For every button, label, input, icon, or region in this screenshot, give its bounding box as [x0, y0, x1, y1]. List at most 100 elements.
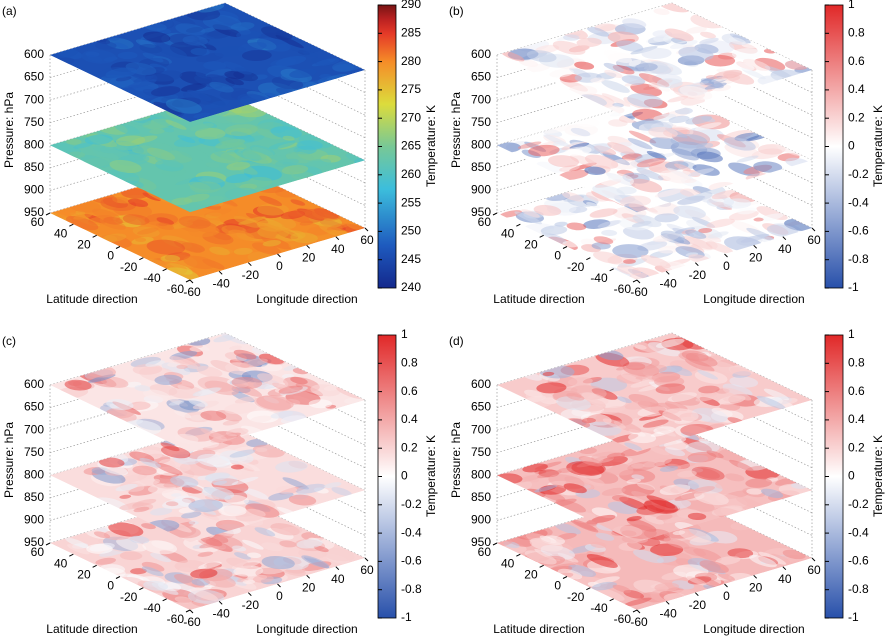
y-tick: [694, 592, 699, 597]
field-blob: [133, 75, 154, 83]
field-blob: [268, 140, 296, 150]
field-blob: [698, 227, 713, 234]
x-tick-label: 60: [31, 215, 45, 229]
field-blob: [529, 537, 563, 552]
field-blob: [177, 146, 209, 161]
field-blob: [687, 512, 707, 520]
field-blob: [128, 198, 149, 208]
field-blob: [756, 395, 786, 410]
field-blob: [655, 383, 686, 394]
field-blob: [169, 356, 199, 370]
field-blob: [711, 407, 733, 417]
field-blob: [326, 222, 351, 231]
z-axis-label: Pressure: hPa: [2, 422, 16, 498]
field-blob: [65, 537, 89, 549]
colorbar-tick-label: -0.8: [848, 582, 869, 596]
field-blob: [332, 64, 355, 72]
field-blob: [699, 37, 719, 45]
field-blob: [109, 159, 142, 174]
x-tick: [69, 223, 74, 227]
field-blob: [317, 75, 340, 83]
y-tick-label: -40: [212, 277, 230, 291]
field-blob: [630, 45, 658, 55]
field-blob: [163, 127, 175, 133]
field-blob: [218, 505, 247, 517]
field-blob: [642, 457, 672, 468]
field-blob: [622, 18, 647, 29]
field-blob: [231, 376, 263, 389]
field-blob: [156, 44, 187, 58]
field-blob: [722, 387, 752, 401]
colorbar-tick-label: 280: [401, 54, 421, 68]
field-blob: [514, 211, 543, 225]
y-tick: [782, 566, 787, 571]
field-blob: [146, 23, 167, 32]
field-blob: [66, 138, 82, 145]
y-tick: [306, 244, 311, 249]
field-blob: [524, 550, 557, 565]
field-blob: [541, 226, 567, 235]
field-blob: [607, 142, 635, 155]
field-blob: [103, 216, 123, 225]
z-tick-label: 750: [24, 445, 44, 459]
field-blob: [585, 154, 619, 169]
field-blob: [149, 128, 165, 135]
field-blob: [554, 522, 581, 535]
field-blob: [189, 123, 215, 132]
field-blob: [187, 89, 212, 101]
x-tick-label: 40: [501, 226, 515, 240]
x-tick-label: -40: [590, 601, 608, 615]
field-blob: [566, 392, 585, 401]
field-blob: [98, 457, 125, 468]
z-tick-label: 750: [471, 115, 491, 129]
field-blob: [612, 584, 632, 593]
field-blob: [226, 557, 252, 569]
field-blob: [304, 208, 333, 220]
y-tick-label: 20: [749, 581, 763, 595]
y-tick: [724, 583, 728, 588]
field-blob: [108, 522, 144, 537]
field-blob: [345, 153, 365, 166]
field-blob: [192, 387, 221, 397]
field-blob: [119, 551, 143, 561]
y-tick: [636, 609, 641, 614]
field-blob: [209, 81, 234, 93]
slice-plane: [497, 333, 812, 452]
y-tick: [364, 557, 369, 562]
y-axis-label: Longitude direction: [256, 622, 357, 636]
field-blob: [150, 552, 172, 563]
colorbar-tick-label: 1: [401, 327, 408, 341]
field-blob: [182, 35, 208, 46]
field-blob: [655, 338, 685, 349]
x-tick: [539, 564, 544, 568]
field-blob: [705, 241, 734, 254]
x-tick: [632, 279, 638, 283]
field-blob: [200, 410, 227, 421]
field-blob: [727, 548, 754, 559]
y-tick: [335, 566, 340, 571]
z-tick-label: 700: [24, 422, 44, 436]
y-tick: [753, 244, 758, 249]
field-blob: [68, 151, 86, 158]
field-blob: [667, 95, 689, 103]
field-blob: [624, 442, 642, 451]
field-blob: [570, 127, 591, 137]
colorbar-tick-label: -1: [401, 610, 412, 624]
colorbar-tick-label: -0.8: [848, 252, 869, 266]
field-blob: [697, 370, 718, 380]
field-blob: [177, 135, 196, 144]
field-blob: [526, 50, 557, 63]
field-blob: [259, 195, 283, 207]
y-tick-label: -40: [212, 607, 230, 621]
field-blob: [275, 460, 308, 473]
field-blob: [290, 199, 306, 206]
field-blob: [234, 552, 251, 560]
field-blob: [160, 254, 181, 263]
field-blob: [228, 229, 255, 241]
field-blob: [736, 155, 759, 163]
field-blob: [229, 345, 242, 350]
z-tick-label: 650: [24, 400, 44, 414]
field-blob: [129, 535, 150, 544]
field-blob: [73, 213, 93, 220]
field-blob: [601, 93, 631, 107]
